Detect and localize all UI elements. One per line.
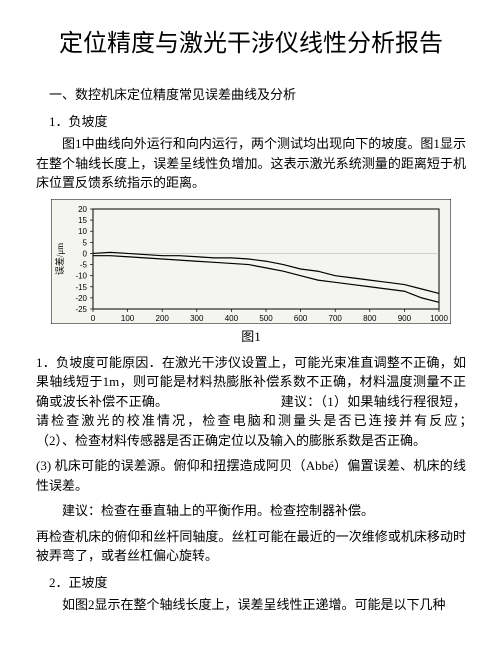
svg-text:100: 100	[121, 314, 135, 323]
analysis-p3: 建议：检查在垂直轴上的平衡作用。检查控制器补偿。	[36, 501, 466, 521]
svg-text:700: 700	[329, 314, 343, 323]
svg-text:0: 0	[91, 314, 96, 323]
figure-1-chart: -25-20-15-10-505101520010020030040050060…	[36, 199, 466, 324]
svg-text:400: 400	[225, 314, 239, 323]
sub-2-para-1: 如图2显示在整个轴线长度上，误差呈线性正递增。可能是以下几种	[36, 595, 466, 615]
chart-svg: -25-20-15-10-505101520010020030040050060…	[51, 199, 451, 324]
section-1-heading: 一、数控机床定位精度常见误差曲线及分析	[36, 84, 466, 103]
svg-text:500: 500	[259, 314, 273, 323]
svg-text:15: 15	[78, 216, 87, 225]
svg-text:300: 300	[190, 314, 204, 323]
svg-text:20: 20	[78, 205, 87, 214]
svg-text:-10: -10	[75, 272, 87, 281]
svg-text:900: 900	[398, 314, 412, 323]
svg-text:-5: -5	[80, 260, 88, 269]
analysis-p4: 再检查机床的俯仰和丝杆同轴度。丝杠可能在最近的一次维修或机床移动时被弄弯了，或者…	[36, 527, 466, 566]
svg-text:-15: -15	[75, 283, 87, 292]
svg-text:600: 600	[294, 314, 308, 323]
page-title: 定位精度与激光干涉仪线性分析报告	[36, 28, 466, 60]
svg-text:0: 0	[83, 249, 88, 258]
sub-2-num: 2．正坡度	[36, 572, 466, 591]
svg-text:5: 5	[83, 238, 88, 247]
svg-text:1000: 1000	[430, 314, 448, 323]
figure-1-caption: 图1	[36, 326, 466, 345]
svg-text:200: 200	[156, 314, 170, 323]
svg-text:800: 800	[363, 314, 377, 323]
sub-1-para-1: 图1中曲线向外运行和向内运行，两个测试均出现向下的坡度。图1显示在整个轴线长度上…	[36, 134, 466, 193]
svg-text:-20: -20	[75, 294, 87, 303]
svg-text:误差/μm: 误差/μm	[54, 243, 65, 275]
analysis-p1: 1．负坡度可能原因．在激光干涉仪设置上，可能光束准直调整不正确，如果轴线短于1m…	[36, 353, 466, 451]
svg-text:10: 10	[78, 227, 87, 236]
svg-text:-25: -25	[75, 305, 87, 314]
sub-1-num: 1．负坡度	[36, 111, 466, 130]
analysis-p2: (3) 机床可能的误差源。俯仰和扭摆造成阿贝（Abbé）偏置误差、机床的线性误差…	[36, 456, 466, 495]
